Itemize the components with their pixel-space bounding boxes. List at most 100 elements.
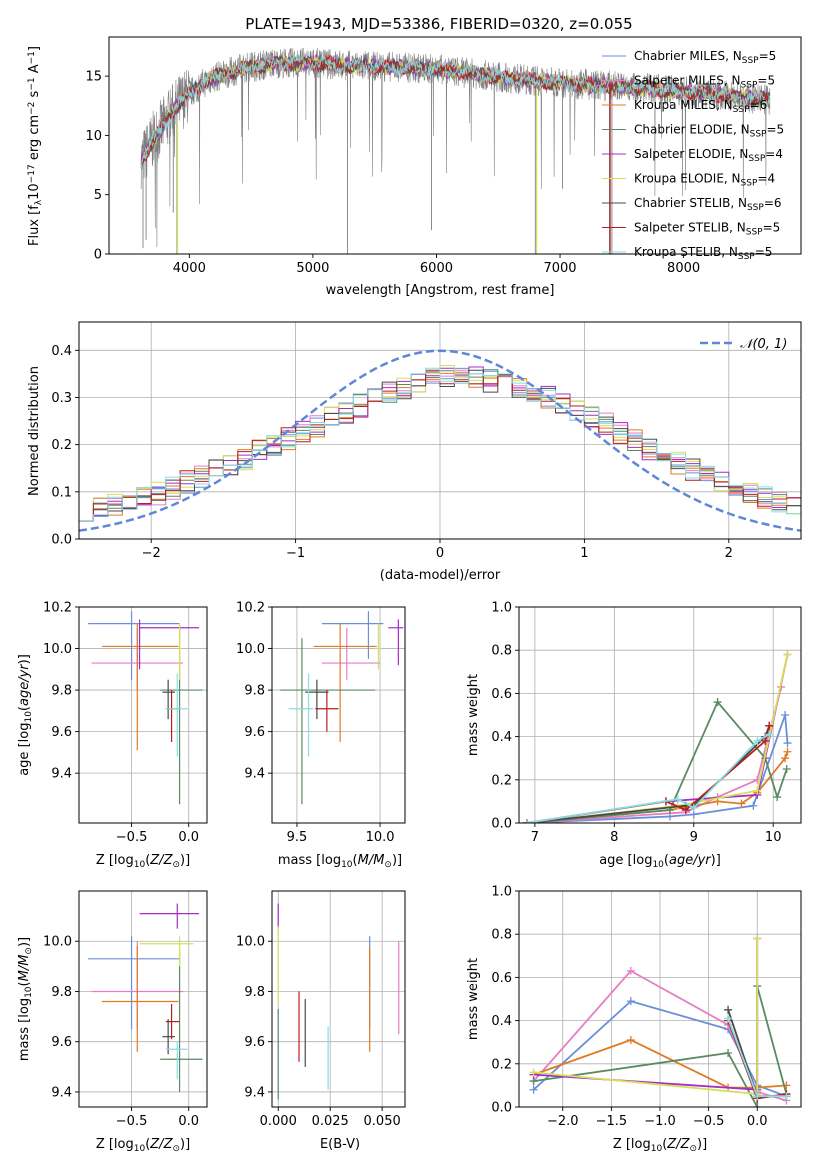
x-tick-label: 0.050 — [364, 1114, 401, 1129]
y-tick-label: 0.1 — [51, 485, 72, 500]
y-tick-label: 9.4 — [51, 1085, 72, 1100]
legend-label: Kroupa MILES, NSSP=6 — [634, 98, 767, 115]
x-axis-label: age [log10(age/yr)] — [599, 853, 721, 870]
weight-marker — [753, 736, 762, 745]
y-tick-label: 0.2 — [51, 438, 72, 453]
ebv-mass-frame — [271, 890, 406, 1108]
mass-age-frame — [271, 606, 406, 824]
weight-marker — [724, 1014, 733, 1023]
x-tick-label: −2 — [142, 546, 161, 561]
x-tick-label: 6000 — [420, 261, 453, 276]
y-tick-label: 9.8 — [244, 684, 265, 699]
y-tick-label: 1.0 — [491, 885, 512, 900]
y-tick-label: 0.4 — [51, 344, 72, 359]
y-tick-label: 9.4 — [244, 767, 265, 782]
weight-marker — [765, 730, 774, 739]
weight-series-line — [526, 751, 789, 823]
mass-age-axes — [272, 606, 405, 823]
legend-label: Kroupa ELODIE, NSSP=4 — [634, 172, 775, 189]
chart-title: PLATE=1943, MJD=53386, FIBERID=0320, z=0… — [245, 15, 632, 33]
weight-marker — [782, 1092, 791, 1101]
weight-marker — [753, 1092, 762, 1101]
y-tick-label: 1.0 — [491, 601, 512, 616]
x-tick-label: 0.000 — [260, 1114, 297, 1129]
weight-marker — [783, 747, 792, 756]
age-weight-frame — [518, 606, 802, 824]
y-axis-label: mass [log10(M/M⊙)] — [17, 937, 34, 1061]
z-mass-axes — [79, 891, 207, 1107]
x-tick-label: 0.025 — [312, 1114, 349, 1129]
y-tick-label: 0.2 — [491, 773, 512, 788]
weight-marker — [724, 1049, 733, 1057]
legend-label: Chabrier STELIB, NSSP=6 — [634, 196, 782, 213]
weight-marker — [782, 765, 791, 773]
ebv-mass-plot-area — [277, 903, 400, 1100]
residuals-axes — [79, 322, 801, 540]
z-mass-plot-area — [88, 903, 203, 1092]
x-tick-label: 2 — [725, 546, 733, 561]
x-tick-label: 4000 — [173, 261, 206, 276]
y-tick-label: 9.8 — [51, 985, 72, 1000]
z-age-plot-area — [88, 611, 203, 805]
y-tick-label: 0.8 — [491, 644, 512, 659]
weight-marker — [765, 721, 774, 730]
x-axis-label: E(B-V) — [320, 1137, 360, 1152]
x-tick-label: 10 — [765, 830, 782, 845]
y-tick-label: 0 — [94, 248, 102, 263]
x-axis-label: Z [log10(Z/Z⊙)] — [96, 1137, 190, 1154]
y-tick-label: 9.4 — [244, 1085, 265, 1100]
y-tick-label: 10.0 — [236, 642, 265, 657]
mass-age-plot-area — [280, 611, 404, 805]
x-tick-label: 8 — [610, 830, 618, 845]
z-mass-frame — [78, 890, 208, 1108]
weight-series-line — [526, 700, 788, 823]
x-axis-label: Z [log10(Z/Z⊙)] — [613, 1137, 707, 1154]
weight-marker — [773, 793, 782, 802]
y-axis-label: mass weight — [466, 958, 481, 1040]
x-tick-label: −2.0 — [547, 1114, 579, 1129]
y-tick-label: 9.6 — [51, 1035, 72, 1050]
weight-marker — [529, 1085, 538, 1094]
x-tick-label: 0.0 — [178, 1114, 199, 1129]
x-tick-label: 1 — [580, 546, 588, 561]
x-tick-label: 9 — [690, 830, 698, 845]
weight-marker — [781, 711, 790, 719]
legend-label: Salpeter STELIB, NSSP=5 — [634, 221, 780, 238]
y-tick-label: 9.6 — [51, 725, 72, 740]
legend-label: Salpeter MILES, NSSP=5 — [634, 74, 775, 91]
y-tick-label: 9.8 — [244, 985, 265, 1000]
x-tick-label: 0.0 — [747, 1114, 768, 1129]
weight-series-line — [533, 938, 759, 1091]
x-tick-label: −1.5 — [596, 1114, 628, 1129]
x-axis-label: mass [log10(M/M⊙)] — [278, 853, 402, 870]
weight-marker — [681, 806, 690, 815]
x-axis-label: wavelength [Angstrom, rest frame] — [326, 283, 555, 298]
y-tick-label: 9.4 — [51, 767, 72, 782]
legend-label: Salpeter ELODIE, NSSP=4 — [634, 147, 783, 164]
y-tick-label: 0.3 — [51, 391, 72, 406]
y-tick-label: 10.0 — [43, 642, 72, 657]
x-tick-label: 7000 — [543, 261, 576, 276]
weight-marker — [529, 1068, 538, 1077]
x-tick-label: −0.5 — [116, 1114, 148, 1129]
weight-marker — [781, 754, 790, 763]
ebv-mass-axes — [272, 891, 405, 1107]
y-tick-label: 9.8 — [51, 684, 72, 699]
y-tick-label: 0.6 — [491, 971, 512, 986]
weight-marker — [753, 1103, 762, 1107]
weight-marker — [737, 799, 746, 808]
residuals-plot-area — [79, 349, 801, 532]
y-tick-label: 0.2 — [491, 1057, 512, 1072]
y-tick-label: 5 — [94, 188, 102, 203]
x-tick-label: 5000 — [296, 261, 329, 276]
y-tick-label: 0.0 — [491, 1101, 512, 1116]
weight-marker — [626, 1036, 635, 1045]
x-axis-label: Z [log10(Z/Z⊙)] — [96, 853, 190, 870]
weight-marker — [753, 786, 762, 795]
y-tick-label: 0.4 — [491, 1014, 512, 1029]
residual-histogram — [79, 367, 801, 522]
legend-label: Chabrier ELODIE, NSSP=5 — [634, 123, 784, 140]
x-tick-label: −0.5 — [116, 830, 148, 845]
weight-marker — [626, 966, 635, 975]
